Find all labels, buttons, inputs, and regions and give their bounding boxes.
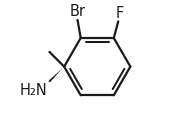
- Text: F: F: [115, 6, 124, 21]
- Text: Br: Br: [70, 4, 86, 19]
- Text: H₂N: H₂N: [19, 83, 47, 98]
